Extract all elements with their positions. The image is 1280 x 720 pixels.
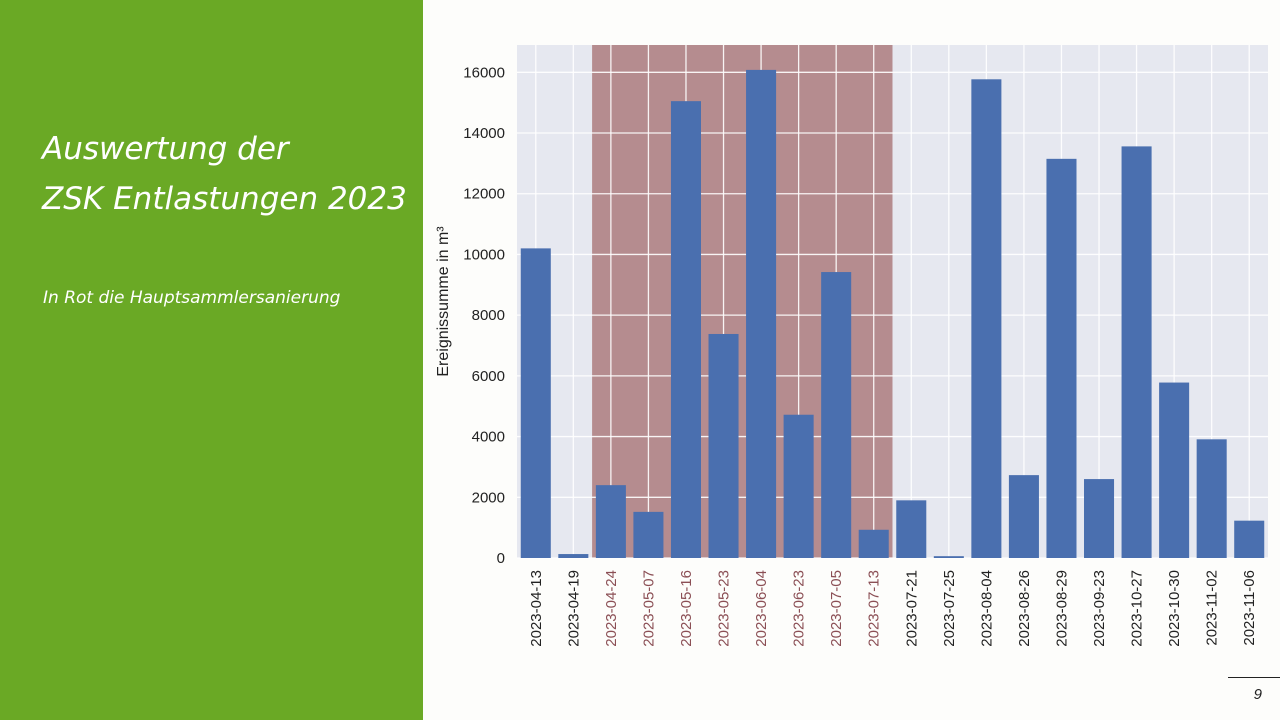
x-tick-label: 2023-08-04 bbox=[978, 570, 995, 647]
bar-2023-08-26 bbox=[1008, 475, 1039, 558]
slide-title-line-1: Auswertung der bbox=[42, 131, 289, 167]
bar-2023-10-30 bbox=[1159, 382, 1190, 558]
bar-chart: 0 2000 4000 6000 8000 10000 12000 14000 16000 202… bbox=[435, 45, 1268, 647]
x-tick-label: 2023-04-24 bbox=[603, 570, 620, 647]
x-tick-label: 2023-06-23 bbox=[791, 570, 808, 647]
y-tick-label: 2000 bbox=[472, 489, 505, 506]
bar-2023-09-23 bbox=[1084, 479, 1115, 558]
x-tick-label: 2023-10-30 bbox=[1166, 570, 1183, 647]
bar-2023-05-07 bbox=[633, 511, 664, 558]
x-tick-label: 2023-04-13 bbox=[528, 570, 545, 647]
y-tick-label: 10000 bbox=[463, 246, 505, 263]
bar-2023-07-25 bbox=[933, 556, 964, 558]
bar-2023-07-21 bbox=[896, 500, 927, 558]
x-tick-label: 2023-05-23 bbox=[716, 570, 733, 647]
bar-2023-04-13 bbox=[520, 248, 551, 558]
x-tick-label: 2023-10-27 bbox=[1129, 570, 1146, 647]
footer-line bbox=[1228, 677, 1280, 678]
x-tick-label: 2023-08-26 bbox=[1016, 570, 1033, 647]
y-tick-label: 16000 bbox=[463, 64, 505, 81]
slide-subtitle: In Rot die Hauptsammlersanierung bbox=[43, 288, 341, 308]
bar-2023-06-04 bbox=[746, 69, 777, 559]
bar-2023-11-06 bbox=[1234, 520, 1265, 558]
y-tick-label: 8000 bbox=[472, 307, 505, 324]
slide-title-line-2: ZSK Entlastungen 2023 bbox=[42, 181, 407, 217]
y-tick-label: 14000 bbox=[463, 125, 505, 142]
bar-2023-06-23 bbox=[783, 414, 814, 558]
y-tick-label: 12000 bbox=[463, 186, 505, 203]
bar-2023-04-24 bbox=[595, 485, 626, 558]
bar-2023-08-04 bbox=[971, 79, 1002, 559]
bar-2023-07-13 bbox=[858, 529, 889, 558]
x-tick-label: 2023-07-25 bbox=[941, 570, 958, 647]
side-panel: Auswertung der ZSK Entlastungen 2023 In … bbox=[0, 0, 423, 720]
bar-2023-05-23 bbox=[708, 333, 739, 558]
y-axis-label: Ereignissumme in m³ bbox=[435, 226, 452, 377]
bar-2023-08-29 bbox=[1046, 158, 1077, 558]
x-tick-label: 2023-05-07 bbox=[640, 570, 657, 647]
y-tick-label: 0 bbox=[497, 550, 505, 567]
bar-2023-07-05 bbox=[821, 272, 852, 558]
x-tick-label: 2023-09-23 bbox=[1091, 570, 1108, 647]
bar-2023-04-19 bbox=[558, 554, 589, 558]
x-tick-label: 2023-08-29 bbox=[1053, 570, 1070, 647]
x-tick-label: 2023-07-13 bbox=[866, 570, 883, 647]
bar-2023-11-02 bbox=[1196, 439, 1227, 558]
page-number: 9 bbox=[1253, 686, 1262, 703]
bar-2023-10-27 bbox=[1121, 146, 1152, 558]
x-tick-label: 2023-04-19 bbox=[565, 570, 582, 647]
x-tick-label: 2023-07-21 bbox=[903, 570, 920, 647]
slide-title: Auswertung der ZSK Entlastungen 2023 bbox=[42, 124, 407, 224]
x-tick-label: 2023-06-04 bbox=[753, 570, 770, 647]
x-tick-label: 2023-11-02 bbox=[1204, 570, 1221, 646]
y-tick-label: 4000 bbox=[472, 429, 505, 446]
y-tick-label: 6000 bbox=[472, 368, 505, 385]
x-tick-label: 2023-07-05 bbox=[828, 570, 845, 647]
x-tick-label: 2023-05-16 bbox=[678, 570, 695, 647]
x-tick-label: 2023-11-06 bbox=[1241, 570, 1258, 646]
bar-2023-05-16 bbox=[670, 101, 701, 559]
